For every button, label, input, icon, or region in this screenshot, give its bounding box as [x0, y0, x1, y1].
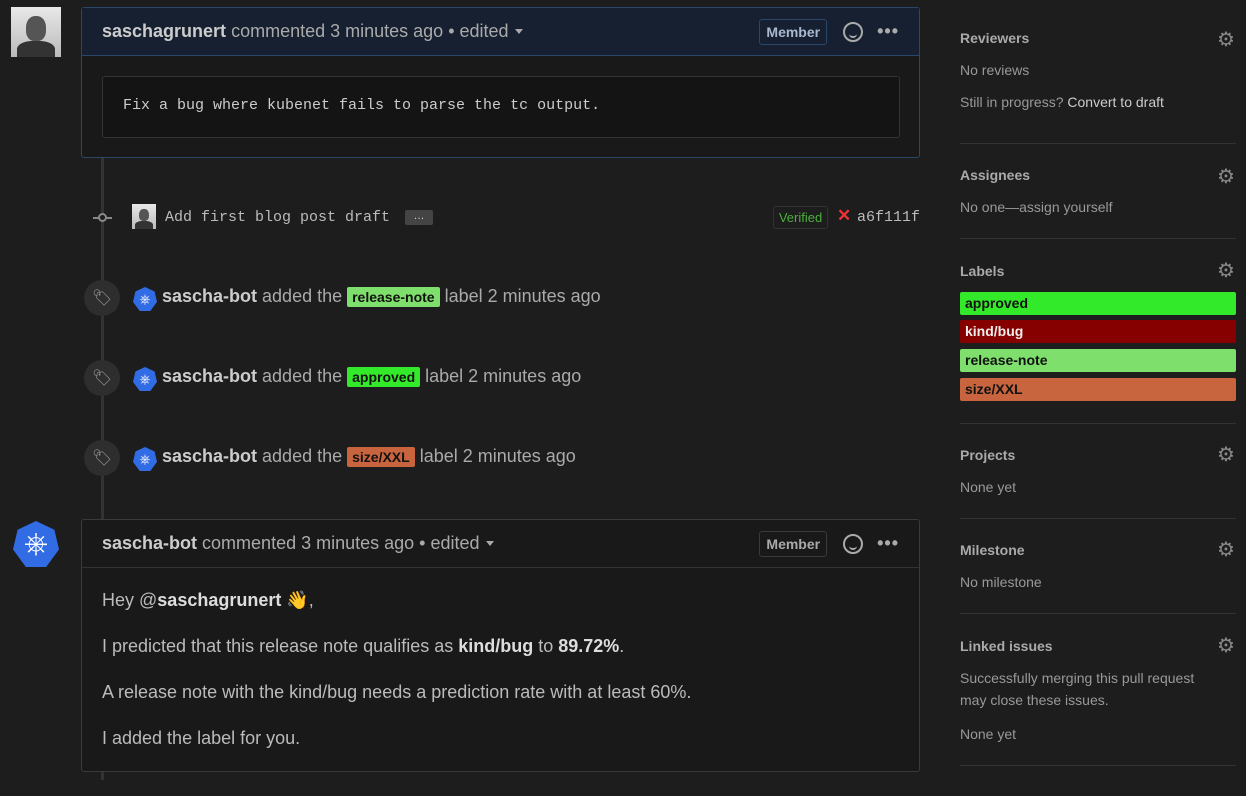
kubernetes-avatar-icon[interactable]: ⎈	[133, 367, 157, 391]
tag-icon: 🏷	[84, 360, 120, 396]
event-actor[interactable]: sascha-bot	[162, 446, 258, 466]
commit-message[interactable]: Add first blog post draft	[165, 209, 391, 226]
member-badge: Member	[759, 530, 828, 557]
event-time: label 2 minutes ago	[419, 446, 576, 466]
label-event: sascha-bot added the approved label 2 minut…	[162, 366, 581, 387]
label-size-xxl[interactable]: size/XXL	[347, 446, 415, 467]
event-actor[interactable]: sascha-bot	[162, 366, 258, 386]
linked-issues-none: None yet	[960, 726, 1017, 742]
comment-author[interactable]: saschagrunert	[102, 21, 227, 41]
caret-down-icon[interactable]	[514, 29, 523, 38]
projects-text: None yet	[960, 479, 1017, 495]
kubernetes-avatar-icon[interactable]: ⎈	[133, 447, 157, 471]
more-options-icon[interactable]: •••	[877, 533, 899, 553]
divider	[960, 423, 1236, 424]
divider	[960, 238, 1236, 239]
divider	[960, 613, 1236, 614]
comment-header: sascha-bot commented 3 minutes ago • edi…	[82, 520, 919, 568]
draft-prompt: Still in progress? Convert to draft	[960, 94, 1164, 110]
reviewers-title[interactable]: Reviewers	[960, 30, 1030, 46]
verified-badge[interactable]: Verified	[773, 206, 828, 229]
label-release-note[interactable]: release-note	[347, 286, 440, 307]
kubernetes-avatar-icon[interactable]: ⎈	[133, 287, 157, 311]
projects-title[interactable]: Projects	[960, 447, 1016, 463]
event-action: added the	[262, 446, 343, 466]
label-approved[interactable]: approved	[347, 366, 421, 387]
member-badge: Member	[759, 18, 828, 45]
comment-body: Hey @saschagrunert 👋, I predicted that t…	[82, 568, 919, 796]
sidebar-label-kind-bug[interactable]: kind/bug	[960, 320, 1236, 343]
caret-down-icon[interactable]	[485, 541, 494, 550]
added-line: I added the label for you.	[102, 728, 301, 748]
divider	[960, 765, 1236, 766]
smiley-icon[interactable]	[843, 533, 864, 554]
linked-issues-text2: may close these issues.	[960, 692, 1109, 708]
label-event: sascha-bot added the release-note label 2 m…	[162, 286, 601, 307]
comment-meta[interactable]: commented 3 minutes ago • edited	[231, 21, 509, 41]
event-action: added the	[262, 366, 343, 386]
milestone-gear-icon[interactable]: ⚙	[1217, 539, 1235, 561]
more-options-icon[interactable]: •••	[877, 21, 899, 41]
wave-emoji: 👋	[286, 590, 309, 610]
linked-issues-title[interactable]: Linked issues	[960, 638, 1053, 654]
prediction-line: I predicted that this release note quali…	[102, 636, 625, 656]
sidebar-label-approved[interactable]: approved	[960, 292, 1236, 315]
reviewers-text: No reviews	[960, 62, 1030, 78]
divider	[960, 143, 1236, 144]
comment-author[interactable]: sascha-bot	[102, 533, 198, 553]
labels-gear-icon[interactable]: ⚙	[1217, 260, 1235, 282]
divider	[960, 518, 1236, 519]
reviewers-gear-icon[interactable]: ⚙	[1217, 29, 1235, 51]
code-block: Fix a bug where kubenet fails to parse t…	[102, 76, 900, 138]
tag-icon: 🏷	[84, 280, 120, 316]
assignees-gear-icon[interactable]: ⚙	[1217, 166, 1235, 188]
event-actor[interactable]: sascha-bot	[162, 286, 258, 306]
label-event: sascha-bot added the size/XXL label 2 minut…	[162, 446, 576, 467]
comment-header: saschagrunert commented 3 minutes ago • …	[82, 8, 919, 56]
threshold-line: A release note with the kind/bug needs a…	[102, 682, 692, 702]
mention-link[interactable]: saschagrunert	[157, 590, 282, 610]
comment-sascha-bot: sascha-bot commented 3 minutes ago • edi…	[81, 519, 920, 772]
commit-dot-icon	[93, 211, 112, 224]
linked-issues-text1: Successfully merging this pull request	[960, 670, 1195, 686]
status-failed-icon[interactable]: ✕	[837, 206, 852, 225]
projects-gear-icon[interactable]: ⚙	[1217, 444, 1235, 466]
commit-author-avatar[interactable]	[132, 204, 156, 229]
event-action: added the	[262, 286, 343, 306]
commit-expand-button[interactable]: …	[405, 210, 433, 225]
tag-icon: 🏷	[84, 440, 120, 476]
comment-meta[interactable]: commented 3 minutes ago • edited	[202, 533, 480, 553]
commit-sha[interactable]: a6f111f	[857, 209, 921, 226]
assignees-text[interactable]: No one—assign yourself	[960, 199, 1113, 215]
event-time: label 2 minutes ago	[444, 286, 601, 306]
greeting-line: Hey @saschagrunert 👋,	[102, 590, 314, 610]
labels-title[interactable]: Labels	[960, 263, 1005, 279]
milestone-text: No milestone	[960, 574, 1042, 590]
convert-to-draft-link[interactable]: Convert to draft	[1067, 94, 1164, 110]
sidebar-label-size-xxl[interactable]: size/XXL	[960, 378, 1236, 401]
event-time: label 2 minutes ago	[425, 366, 582, 386]
comment-saschagrunert: saschagrunert commented 3 minutes ago • …	[81, 7, 920, 158]
avatar-saschagrunert[interactable]	[11, 7, 61, 57]
milestone-title[interactable]: Milestone	[960, 542, 1025, 558]
avatar-sascha-bot[interactable]: ⎈	[13, 521, 59, 567]
smiley-icon[interactable]	[843, 21, 864, 42]
assignees-title[interactable]: Assignees	[960, 167, 1031, 183]
sidebar-label-release-note[interactable]: release-note	[960, 349, 1236, 372]
linked-issues-gear-icon[interactable]: ⚙	[1217, 635, 1235, 657]
